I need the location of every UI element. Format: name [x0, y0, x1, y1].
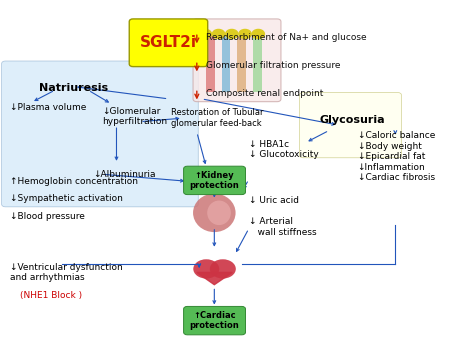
Text: ↑Hemoglobin concentration: ↑Hemoglobin concentration	[10, 177, 138, 186]
Text: ↓ HBA1c
↓ Glucotoxicity: ↓ HBA1c ↓ Glucotoxicity	[249, 140, 319, 159]
Ellipse shape	[207, 201, 231, 225]
Ellipse shape	[193, 259, 219, 278]
FancyBboxPatch shape	[1, 61, 198, 207]
Circle shape	[199, 30, 211, 39]
Text: Glycosuria: Glycosuria	[320, 115, 386, 125]
Text: Readsorbiment of Na+ and glucose: Readsorbiment of Na+ and glucose	[206, 33, 367, 42]
Text: ↓ Uric acid: ↓ Uric acid	[249, 196, 299, 205]
Text: Composite renal endpoint: Composite renal endpoint	[206, 89, 324, 98]
Text: ↓Sympathetic activation: ↓Sympathetic activation	[10, 194, 123, 203]
Text: ↓Caloric balance
↓Body weight
↓Epicardial fat
↓Inflammation
↓Cardiac fibrosis: ↓Caloric balance ↓Body weight ↓Epicardia…	[357, 131, 435, 182]
Text: ↑Cardiac
protection: ↑Cardiac protection	[190, 311, 239, 330]
Text: Natriuresis: Natriuresis	[39, 83, 109, 93]
FancyBboxPatch shape	[183, 166, 246, 195]
FancyBboxPatch shape	[129, 19, 208, 67]
Text: SGLT2i: SGLT2i	[140, 35, 197, 50]
Circle shape	[239, 30, 251, 39]
Circle shape	[212, 30, 225, 39]
Bar	[206, 36, 215, 92]
Text: Restoration of Tubular
glomerular feed-back: Restoration of Tubular glomerular feed-b…	[171, 108, 264, 128]
Polygon shape	[197, 272, 232, 285]
Text: ↓Blood pressure: ↓Blood pressure	[10, 212, 85, 221]
Ellipse shape	[193, 194, 236, 232]
Text: Glomerular filtration pressure: Glomerular filtration pressure	[206, 61, 341, 70]
Text: ↓Albuminuria: ↓Albuminuria	[93, 170, 155, 179]
Text: ↑Kidney
protection: ↑Kidney protection	[190, 170, 239, 190]
FancyBboxPatch shape	[300, 93, 401, 158]
Text: (NHE1 Block ): (NHE1 Block )	[19, 291, 82, 300]
Text: ↓Ventricular dysfunction
and arrhythmias: ↓Ventricular dysfunction and arrhythmias	[10, 263, 123, 282]
Bar	[222, 36, 230, 92]
Bar	[237, 36, 246, 92]
Circle shape	[226, 30, 238, 39]
FancyBboxPatch shape	[193, 19, 281, 102]
Text: ↓ Arterial
   wall stiffness: ↓ Arterial wall stiffness	[249, 217, 317, 237]
FancyBboxPatch shape	[183, 307, 246, 335]
Ellipse shape	[210, 259, 236, 278]
Text: ↓Plasma volume: ↓Plasma volume	[10, 103, 87, 112]
Circle shape	[252, 30, 264, 39]
Text: ↓Glomerular
hyperfiltration: ↓Glomerular hyperfiltration	[102, 107, 167, 126]
Bar	[253, 36, 262, 92]
